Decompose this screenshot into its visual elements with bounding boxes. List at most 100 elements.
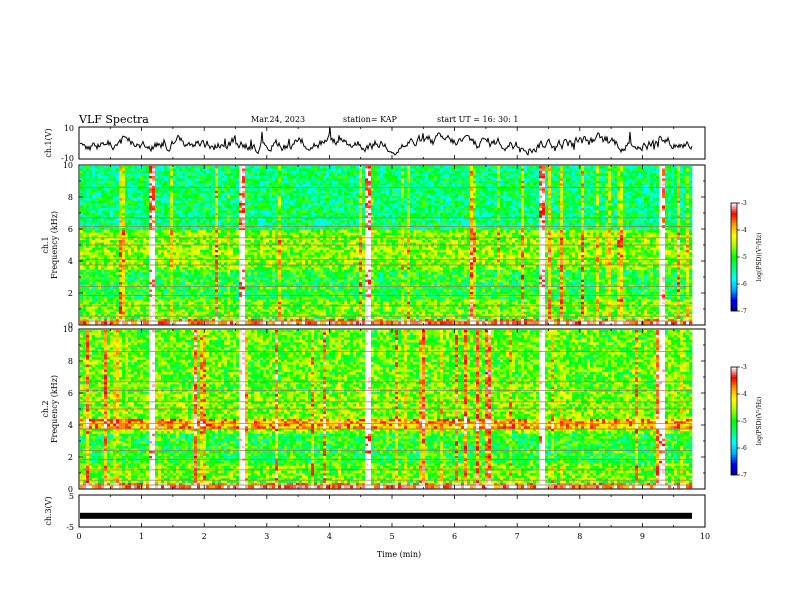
- spectrogram-cell: [89, 206, 92, 209]
- spectrogram-cell: [98, 299, 101, 302]
- spectrogram-cell: [110, 317, 113, 320]
- spectrogram-cell: [125, 277, 128, 280]
- spectrogram-cell: [80, 277, 83, 280]
- spectrogram-cell: [131, 218, 134, 221]
- spectrogram-cell: [113, 240, 116, 243]
- spectrogram-cell: [86, 297, 89, 300]
- spectrogram-cell: [107, 201, 110, 204]
- spectrogram-cell: [80, 302, 83, 305]
- spectrogram-cell: [89, 322, 92, 325]
- spectrogram-cell: [80, 297, 83, 300]
- spectrogram-cell: [110, 203, 113, 206]
- spectrogram-cell: [125, 223, 128, 226]
- spectrogram-cell: [101, 166, 104, 169]
- spectrogram-cell: [104, 168, 107, 171]
- spectrogram-cell: [89, 210, 92, 213]
- spectrogram-cell: [89, 188, 92, 191]
- spectrogram-cell: [101, 178, 104, 181]
- spectrogram-cell: [131, 213, 134, 216]
- spectrogram-cell: [122, 178, 125, 181]
- spectrogram-cell: [98, 275, 101, 278]
- spectrogram-cell: [119, 201, 122, 204]
- spectrogram-cell: [107, 206, 110, 209]
- spectrogram-cell: [101, 270, 104, 273]
- spectrogram-cell: [98, 210, 101, 213]
- spectrogram-cell: [125, 196, 128, 199]
- spectrogram-cell: [110, 302, 113, 305]
- spectrogram-cell: [83, 309, 86, 312]
- spectrogram-cell: [95, 312, 98, 315]
- spectrogram-cell: [92, 260, 95, 263]
- spectrogram-cell: [95, 213, 98, 216]
- spectrogram-cell: [89, 299, 92, 302]
- spectrogram-cell: [107, 218, 110, 221]
- spectrogram-cell: [116, 208, 119, 211]
- spectrogram-cell: [128, 193, 131, 196]
- spectrogram-cell: [95, 267, 98, 270]
- spectrogram-cell: [119, 267, 122, 270]
- spectrogram-cell: [83, 191, 86, 194]
- spectrogram-cell: [119, 228, 122, 231]
- spectrogram-cell: [116, 188, 119, 191]
- spectrogram-cell: [116, 317, 119, 320]
- spectrogram-cell: [86, 289, 89, 292]
- spectrogram-cell: [113, 247, 116, 250]
- ch1-waveform-panel: 10 -10 ch.1(V): [44, 124, 705, 163]
- spectrogram-cell: [89, 178, 92, 181]
- spectrogram-cell: [98, 252, 101, 255]
- spectrogram-cell: [128, 196, 131, 199]
- spectrogram-cell: [128, 188, 131, 191]
- spectrogram-cell: [83, 213, 86, 216]
- spectrogram-cell: [113, 297, 116, 300]
- spectrogram-cell: [95, 317, 98, 320]
- spectrogram-cell: [107, 309, 110, 312]
- spectrogram-cell: [107, 317, 110, 320]
- spectrogram-cell: [116, 309, 119, 312]
- spectrogram-cell: [128, 240, 131, 243]
- spectrogram-cell: [116, 181, 119, 184]
- spectrogram-cell: [104, 302, 107, 305]
- spectrogram-cell: [116, 213, 119, 216]
- spectrogram-cell: [128, 260, 131, 263]
- spectrogram-cell: [107, 287, 110, 290]
- spectrogram-cell: [104, 289, 107, 292]
- spectrogram-cell: [104, 173, 107, 176]
- spectrogram-cell: [98, 198, 101, 201]
- spectrogram-cell: [116, 250, 119, 253]
- spectrogram-cell: [107, 297, 110, 300]
- spectrogram-cell: [113, 289, 116, 292]
- spectrogram-cell: [83, 317, 86, 320]
- spectrogram-cell: [116, 282, 119, 285]
- spectrogram-cell: [80, 173, 83, 176]
- spectrogram-cell: [131, 166, 134, 169]
- spectrogram-cell: [101, 220, 104, 223]
- spectrogram-cell: [95, 250, 98, 253]
- spectrogram-cell: [128, 312, 131, 315]
- spectrogram-cell: [101, 240, 104, 243]
- spectrogram-cell: [80, 203, 83, 206]
- spectrogram-cell: [101, 260, 104, 263]
- spectrogram-cell: [86, 206, 89, 209]
- spectrogram-cell: [89, 191, 92, 194]
- spectrogram-cell: [122, 240, 125, 243]
- spectrogram-cell: [122, 166, 125, 169]
- spectrogram-cell: [128, 171, 131, 174]
- spectrogram-cell: [107, 230, 110, 233]
- spectrogram-cell: [122, 289, 125, 292]
- spectrogram-cell: [80, 233, 83, 236]
- spectrogram-cell: [110, 270, 113, 273]
- spectrogram-cell: [110, 255, 113, 258]
- spectrogram-cell: [122, 299, 125, 302]
- spectrogram-cell: [116, 289, 119, 292]
- spectrogram-cell: [83, 233, 86, 236]
- spectrogram-cell: [86, 178, 89, 181]
- spectrogram-cell: [83, 312, 86, 315]
- spectrogram-cell: [80, 252, 83, 255]
- spectrogram-cell: [122, 223, 125, 226]
- spectrogram-cell: [110, 213, 113, 216]
- spectrogram-cell: [131, 198, 134, 201]
- spectrogram-cell: [80, 191, 83, 194]
- spectrogram-cell: [113, 267, 116, 270]
- spectrogram-cell: [119, 168, 122, 171]
- spectrogram-cell: [98, 183, 101, 186]
